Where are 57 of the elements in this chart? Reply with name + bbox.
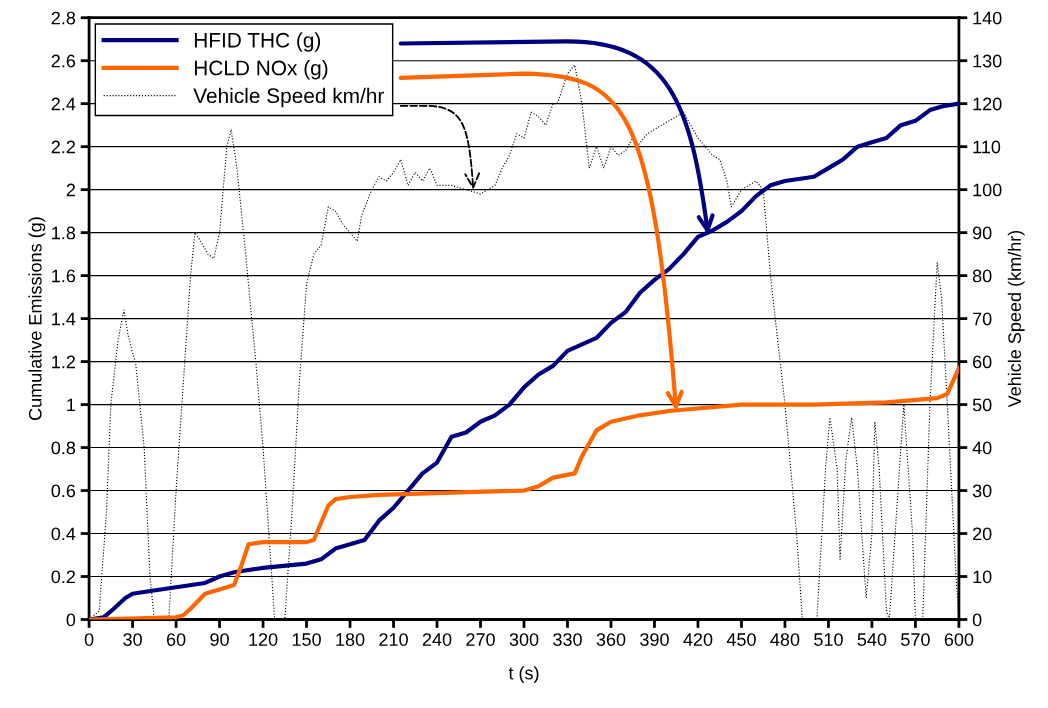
y2-axis-title: Vehicle Speed (km/hr) xyxy=(1007,230,1025,408)
x-tick-label: 300 xyxy=(509,633,539,646)
y-tick-label: 2.6 xyxy=(51,54,76,68)
x-tick-label: 90 xyxy=(210,633,229,646)
x-tick-label: 450 xyxy=(726,633,756,646)
legend-label: HCLD NOx (g) xyxy=(194,60,328,80)
x-tick-label: 60 xyxy=(166,633,186,646)
y2-tick-label: 40 xyxy=(972,441,992,455)
y2-tick-label: 60 xyxy=(973,355,992,369)
y-tick-label: 0.4 xyxy=(51,527,76,541)
y-tick-label: 1.8 xyxy=(52,226,76,240)
y-tick-label: 2.2 xyxy=(51,140,75,154)
x-tick-label: 120 xyxy=(249,633,278,646)
y2-tick-label: 0 xyxy=(972,613,982,627)
x-tick-label: 30 xyxy=(123,633,142,646)
y-tick-label: 0.8 xyxy=(51,441,76,455)
x-tick-label: 480 xyxy=(770,633,800,646)
y-tick-label: 2.4 xyxy=(51,97,76,111)
x-tick-label: 270 xyxy=(466,633,495,646)
legend-label: Vehicle Speed km/hr xyxy=(193,87,384,108)
x-tick-label: 0 xyxy=(84,633,94,646)
y2-tick-label: 10 xyxy=(973,570,992,584)
x-tick-label: 390 xyxy=(640,633,669,646)
y-tick-label: 0.6 xyxy=(51,484,76,498)
y-tick-label: 1.2 xyxy=(52,355,75,369)
y-tick-label: 1 xyxy=(67,398,76,412)
y2-tick-label: 120 xyxy=(973,97,1002,111)
x-tick-label: 420 xyxy=(683,633,713,646)
x-tick-label: 360 xyxy=(596,633,626,646)
y-tick-label: 1.6 xyxy=(52,269,76,283)
y2-tick-label: 100 xyxy=(973,183,1002,197)
y-tick-label: 0 xyxy=(66,613,76,627)
x-tick-label: 330 xyxy=(553,633,582,646)
legend-label: HFID THC (g) xyxy=(194,32,321,52)
y2-tick-label: 30 xyxy=(972,484,992,498)
y2-tick-label: 80 xyxy=(972,269,992,283)
x-tick-label: 210 xyxy=(379,633,408,646)
x-tick-label: 540 xyxy=(857,633,887,646)
y-tick-label: 2 xyxy=(66,183,75,197)
y2-tick-label: 90 xyxy=(972,226,992,240)
y2-tick-label: 20 xyxy=(973,527,992,541)
y2-tick-label: 50 xyxy=(972,398,992,412)
y-axis-title: Cumulative Emissions (g) xyxy=(28,217,46,421)
y2-tick-label: 70 xyxy=(973,312,992,326)
x-tick-label: 150 xyxy=(292,633,321,646)
x-tick-label: 510 xyxy=(814,633,843,646)
y-tick-label: 0.2 xyxy=(51,570,75,584)
x-tick-label: 570 xyxy=(901,633,930,646)
y-tick-label: 2.8 xyxy=(51,11,76,25)
x-axis-title: t (s) xyxy=(508,666,539,684)
x-tick-label: 600 xyxy=(944,633,974,646)
y2-tick-label: 130 xyxy=(973,54,1002,68)
x-tick-label: 180 xyxy=(336,633,365,646)
x-tick-label: 240 xyxy=(422,633,452,646)
y-tick-label: 1.4 xyxy=(52,312,76,326)
y2-tick-label: 140 xyxy=(973,11,1002,25)
y2-tick-label: 110 xyxy=(973,140,1001,154)
